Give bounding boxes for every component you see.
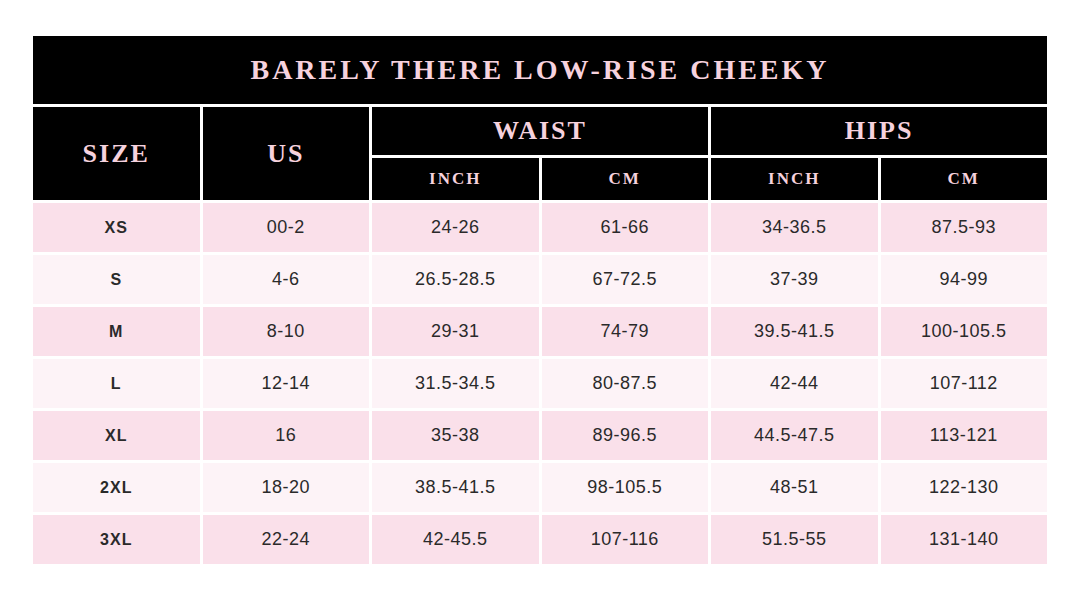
value-cell: 74-79 — [542, 307, 709, 356]
column-header-size: SIZE — [33, 107, 200, 200]
value-cell: 94-99 — [881, 255, 1048, 304]
value-cell: 113-121 — [881, 411, 1048, 460]
size-cell: L — [33, 359, 200, 408]
value-cell: 00-2 — [203, 203, 370, 252]
column-header-waist-inch: INCH — [372, 158, 539, 200]
table-row: 3XL22-2442-45.5107-11651.5-55131-140 — [33, 515, 1047, 564]
column-header-hips-inch: INCH — [711, 158, 878, 200]
column-header-hips: HIPS — [711, 107, 1047, 155]
column-header-waist: WAIST — [372, 107, 708, 155]
value-cell: 29-31 — [372, 307, 539, 356]
value-cell: 67-72.5 — [542, 255, 709, 304]
value-cell: 22-24 — [203, 515, 370, 564]
value-cell: 38.5-41.5 — [372, 463, 539, 512]
table-row: 2XL18-2038.5-41.598-105.548-51122-130 — [33, 463, 1047, 512]
value-cell: 42-45.5 — [372, 515, 539, 564]
size-cell: M — [33, 307, 200, 356]
size-cell: 3XL — [33, 515, 200, 564]
value-cell: 87.5-93 — [881, 203, 1048, 252]
size-cell: 2XL — [33, 463, 200, 512]
value-cell: 131-140 — [881, 515, 1048, 564]
value-cell: 107-112 — [881, 359, 1048, 408]
size-cell: S — [33, 255, 200, 304]
value-cell: 35-38 — [372, 411, 539, 460]
value-cell: 39.5-41.5 — [711, 307, 878, 356]
column-group-row: SIZE US WAIST HIPS — [33, 107, 1047, 155]
value-cell: 8-10 — [203, 307, 370, 356]
value-cell: 61-66 — [542, 203, 709, 252]
value-cell: 12-14 — [203, 359, 370, 408]
value-cell: 26.5-28.5 — [372, 255, 539, 304]
column-header-hips-cm: CM — [881, 158, 1048, 200]
chart-title: BARELY THERE LOW-RISE CHEEKY — [33, 36, 1047, 104]
value-cell: 18-20 — [203, 463, 370, 512]
table-row: XL1635-3889-96.544.5-47.5113-121 — [33, 411, 1047, 460]
table-body: XS00-224-2661-6634-36.587.5-93S4-626.5-2… — [33, 203, 1047, 564]
table-row: M8-1029-3174-7939.5-41.5100-105.5 — [33, 307, 1047, 356]
title-row: BARELY THERE LOW-RISE CHEEKY — [33, 36, 1047, 104]
value-cell: 4-6 — [203, 255, 370, 304]
value-cell: 107-116 — [542, 515, 709, 564]
value-cell: 31.5-34.5 — [372, 359, 539, 408]
value-cell: 37-39 — [711, 255, 878, 304]
value-cell: 80-87.5 — [542, 359, 709, 408]
table-row: L12-1431.5-34.580-87.542-44107-112 — [33, 359, 1047, 408]
value-cell: 89-96.5 — [542, 411, 709, 460]
value-cell: 51.5-55 — [711, 515, 878, 564]
size-cell: XL — [33, 411, 200, 460]
column-header-waist-cm: CM — [542, 158, 709, 200]
value-cell: 16 — [203, 411, 370, 460]
value-cell: 34-36.5 — [711, 203, 878, 252]
value-cell: 122-130 — [881, 463, 1048, 512]
table-header: BARELY THERE LOW-RISE CHEEKY SIZE US WAI… — [33, 36, 1047, 200]
value-cell: 98-105.5 — [542, 463, 709, 512]
column-header-us: US — [203, 107, 370, 200]
value-cell: 100-105.5 — [881, 307, 1048, 356]
value-cell: 24-26 — [372, 203, 539, 252]
value-cell: 48-51 — [711, 463, 878, 512]
size-chart-table: BARELY THERE LOW-RISE CHEEKY SIZE US WAI… — [30, 33, 1050, 567]
size-cell: XS — [33, 203, 200, 252]
value-cell: 42-44 — [711, 359, 878, 408]
value-cell: 44.5-47.5 — [711, 411, 878, 460]
table-row: S4-626.5-28.567-72.537-3994-99 — [33, 255, 1047, 304]
table-row: XS00-224-2661-6634-36.587.5-93 — [33, 203, 1047, 252]
